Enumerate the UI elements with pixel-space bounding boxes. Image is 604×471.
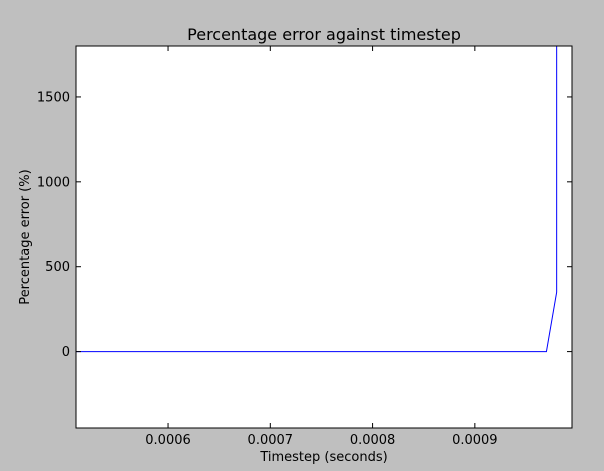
x-axis-label: Timestep (seconds) (259, 450, 387, 465)
plot-frame (75, 45, 573, 429)
plot-area (76, 46, 572, 428)
x-tick-label: 0.0007 (248, 433, 294, 448)
chart-title: Percentage error against timestep (187, 25, 461, 44)
x-tick-label: 0.0009 (452, 433, 498, 448)
y-tick-label: 1000 (37, 175, 70, 190)
y-tick-label: 0 (62, 345, 70, 360)
y-axis-label: Percentage error (%) (18, 169, 33, 304)
ticks-layer: 0.0006 0.0007 0.0008 0.0009 0 500 1000 1500 (37, 46, 572, 448)
series-line (76, 46, 558, 353)
y-tick-label: 500 (45, 260, 70, 275)
x-tick-label: 0.0008 (350, 433, 396, 448)
x-tick-label: 0.0006 (145, 433, 191, 448)
y-tick-label: 1500 (37, 90, 70, 105)
series-layer (76, 46, 558, 353)
